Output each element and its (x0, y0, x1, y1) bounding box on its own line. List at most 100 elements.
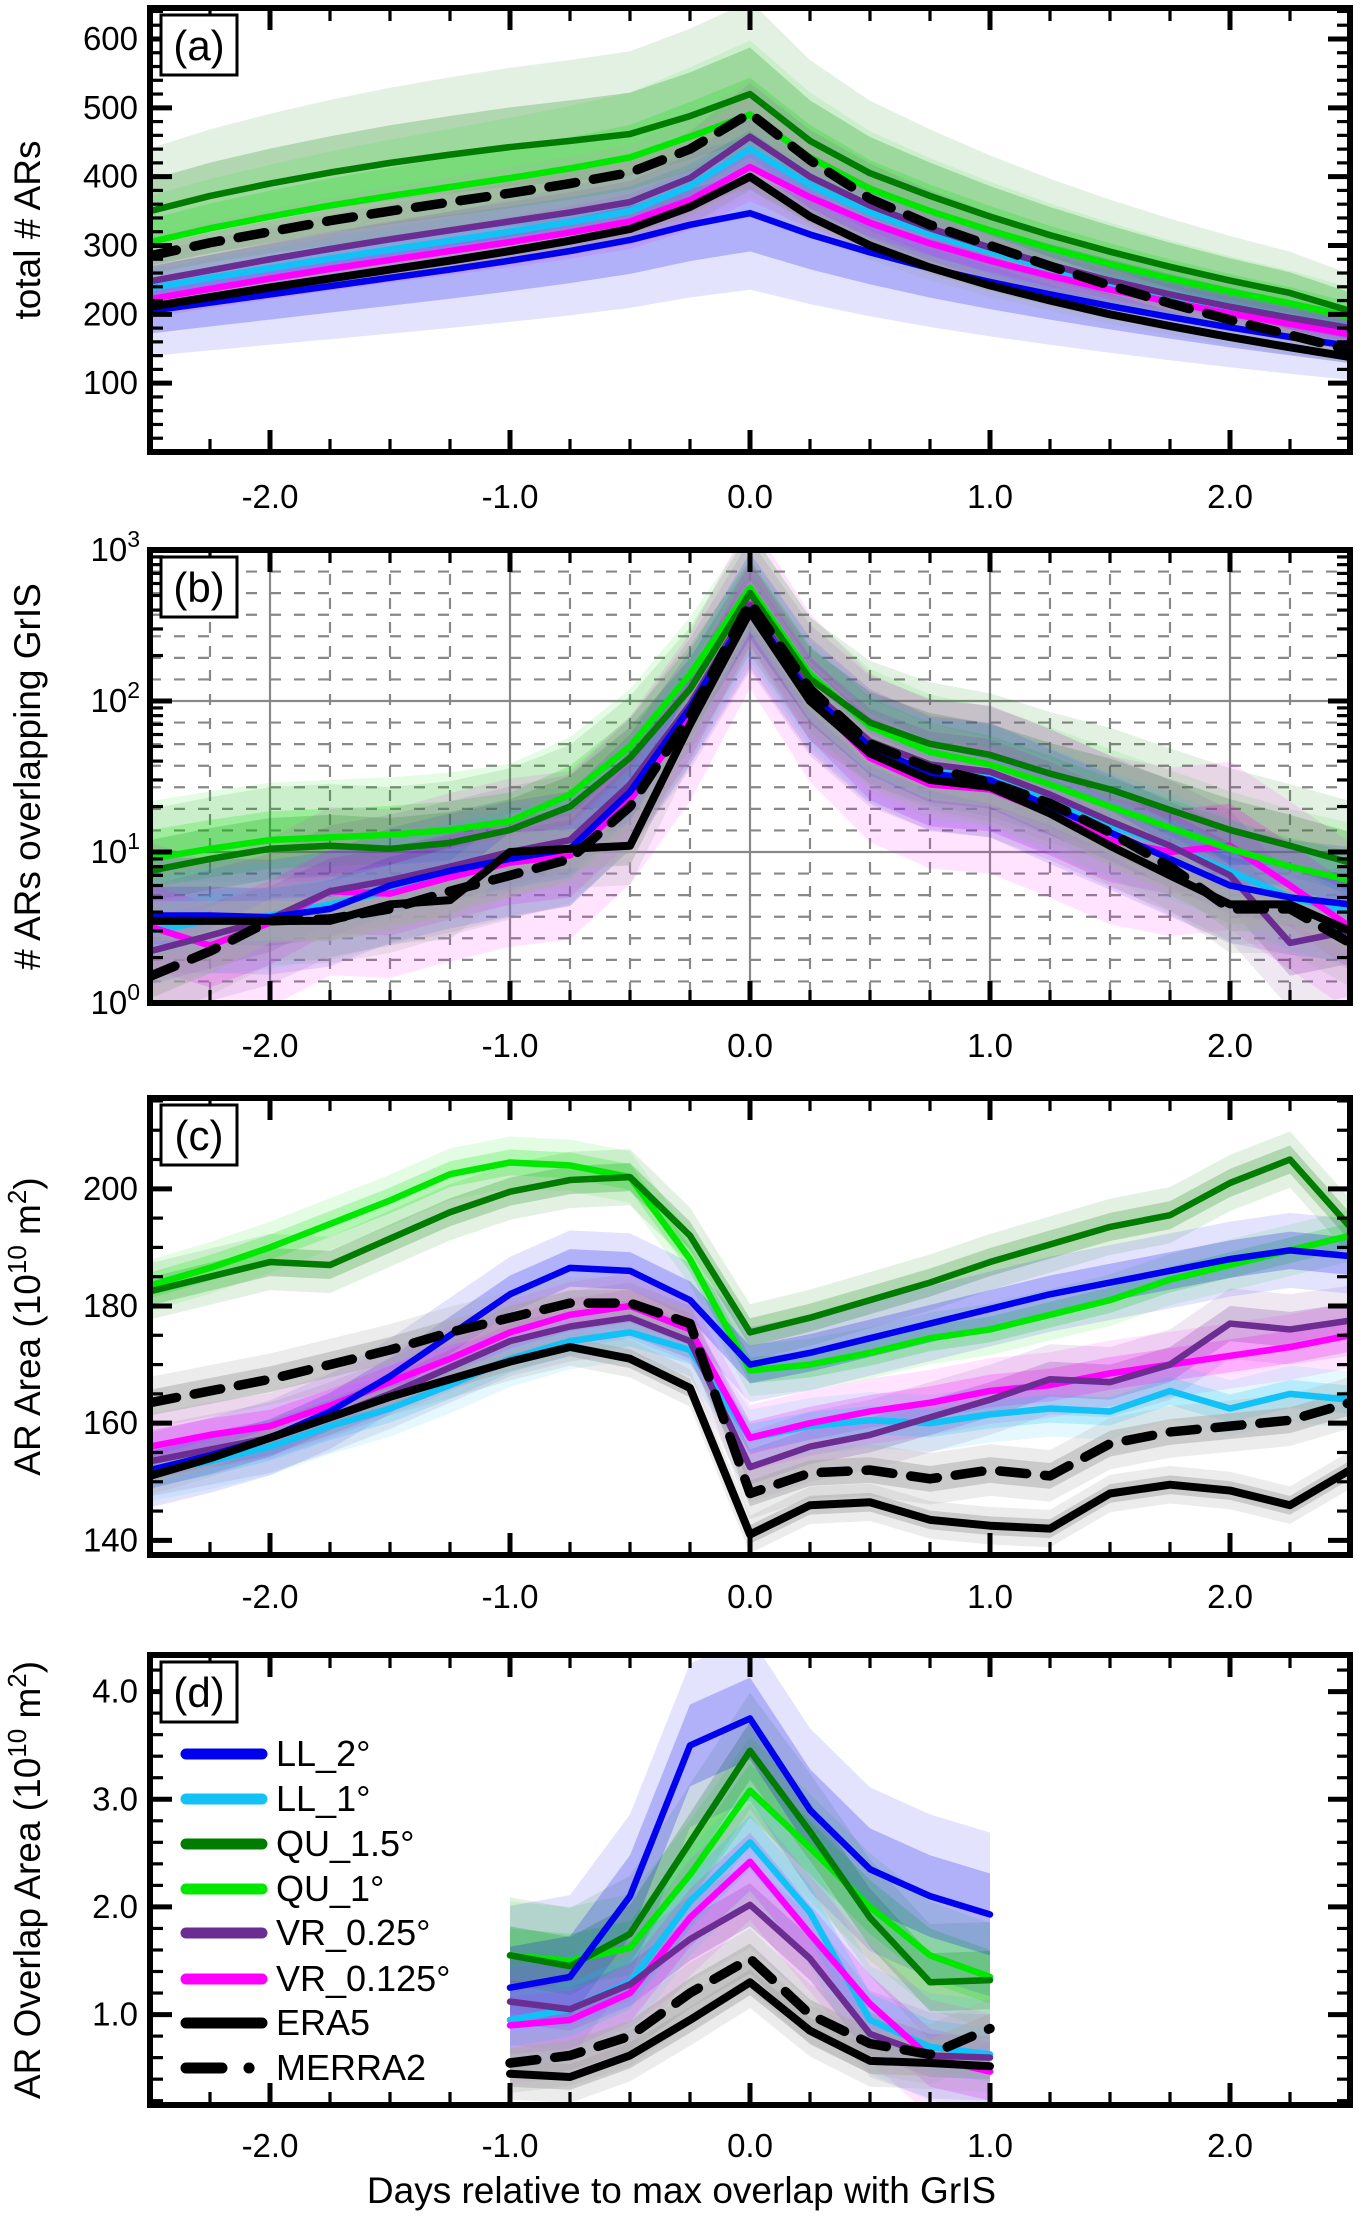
y-tick-label: 4.0 (92, 1673, 138, 1710)
series-QU_1.5-band (150, 1145, 1350, 1347)
y-tick-label: 180 (83, 1287, 138, 1324)
legend-item-MERRA2: MERRA2 (180, 2047, 426, 2088)
panel-border (147, 1652, 1353, 2108)
series-QU_1-band (150, 559, 1350, 909)
series-LL_2-line (150, 209, 1350, 350)
series-LL_2-band (150, 581, 1350, 946)
x-axis-title: Days relative to max overlap with GrIS (366, 2170, 997, 2211)
series-MERRA2-line (150, 1298, 1350, 1499)
lines (150, 90, 1350, 362)
panel-letter-box (159, 555, 239, 619)
panel-d: -2.0 -1.0 0.0 1.0 2.0 1.0 2.0 3.0 4.0 AR Overlap … (2, 1652, 1353, 2164)
panel-letter-box (159, 13, 239, 77)
x-tick-label: 1.0 (967, 478, 1013, 515)
series-QU_1-band (510, 1736, 990, 2031)
panel-border (147, 547, 1353, 1006)
series-QU_1.5-band (150, 550, 1350, 933)
y-tick-label: 3.0 (92, 1780, 138, 1817)
series-VR_0.25-line (150, 602, 1350, 955)
x-tick-label: 2.0 (1207, 2127, 1253, 2164)
x-tick-label: 1.0 (967, 2127, 1013, 2164)
legend-item-LL_1: LL_1° (180, 1778, 370, 1819)
legend: LL_2°LL_1°QU_1.5°QU_1°VR_0.25° VR_0.125°E… (180, 1733, 451, 2088)
legend-item-VR_0.25: VR_0.25° (180, 1912, 431, 1953)
panel-c: -2.0 -1.0 0.0 1.0 2.0 140 160 180 200 AR Area (10… (2, 1095, 1353, 1615)
series-MERRA2-line (505, 1953, 995, 2068)
series-QU_1-band (150, 1136, 1350, 1397)
series-MERRA2-band (150, 1290, 1350, 1507)
lines (150, 584, 1350, 982)
series-LL_1-band (150, 115, 1350, 344)
legend-item-VR_0.125: VR_0.125° (180, 1958, 451, 1999)
series-ERA5-line (506, 1978, 994, 2082)
series-ERA5-line (150, 172, 1350, 362)
x-tick-label: 0.0 (727, 478, 773, 515)
ticks (148, 1099, 1352, 1552)
series-QU_1.5-band (510, 1692, 990, 2041)
legend-item-LL_2: LL_2° (180, 1733, 370, 1774)
x-tick-label: 0.0 (727, 2127, 773, 2164)
series-MERRA2-line (150, 597, 1350, 982)
series-ERA5-band (510, 1956, 990, 2103)
x-tick-label: -2.0 (242, 1578, 299, 1615)
series-QU_1-line (150, 1159, 1350, 1374)
panel-letter-d: (d) (173, 1669, 224, 1716)
legend-label: VR_0.125° (276, 1958, 451, 1999)
y-tick-label: 103 (90, 526, 140, 568)
series-QU_1.5-line (150, 90, 1350, 315)
y-tick-label: 100 (90, 979, 140, 1021)
legend-label: LL_2° (276, 1733, 370, 1774)
panel-b: -2.0 -1.0 0.0 1.0 2.0 100 101 102 103 # ARs overl… (7, 526, 1353, 1064)
panel-border (147, 5, 1353, 455)
panel-a: -2.0 -1.0 0.0 1.0 2.0 100 200 300 400 500 600 total… (7, 5, 1353, 515)
y-tick-label: 100 (83, 364, 138, 401)
legend-label: QU_1.5° (276, 1823, 414, 1864)
y-axis-title-c: AR Area (1010 m2) (2, 1177, 48, 1475)
y-tick-label: 300 (83, 226, 138, 263)
x-tick-label: -2.0 (242, 478, 299, 515)
series-QU_1-band (150, 1149, 1350, 1384)
legend-label: LL_1° (276, 1778, 370, 1819)
series-VR_0.125-line (506, 1858, 994, 2075)
y-axis-title-d: AR Overlap Area (1010 m2) (2, 1661, 48, 2099)
x-tick-label: 0.0 (727, 1578, 773, 1615)
y-axis-title-b: # ARs overlapping GrIS (7, 583, 48, 970)
legend-label: MERRA2 (276, 2047, 426, 2088)
x-tick-label: -1.0 (482, 478, 539, 515)
series-QU_1-line (150, 111, 1350, 321)
legend-label: VR_0.25° (276, 1912, 431, 1953)
series-VR_0.25-line (150, 133, 1350, 332)
lines (150, 1156, 1350, 1539)
series-QU_1.5-band (150, 1131, 1350, 1361)
y-tick-label: 1.0 (92, 1996, 138, 2033)
x-tick-label: -1.0 (482, 1578, 539, 1615)
series-LL_2-band (150, 174, 1350, 363)
x-tick-label: 0.0 (727, 1027, 773, 1064)
y-tick-label: 101 (90, 828, 140, 870)
ticks (148, 1658, 1352, 2103)
legend-item-QU_1.5: QU_1.5° (180, 1823, 414, 1864)
panel-border (147, 1095, 1353, 1558)
legend-label: ERA5 (276, 2002, 370, 2043)
series-LL_2-band (150, 136, 1350, 380)
x-tick-label: -1.0 (482, 2127, 539, 2164)
x-tick-label: 1.0 (967, 1578, 1013, 1615)
series-QU_1.5-band (150, 562, 1350, 902)
x-tick-label: -2.0 (242, 2127, 299, 2164)
panel-letter-c: (c) (175, 1112, 224, 1159)
x-tick-label: 1.0 (967, 1027, 1013, 1064)
legend-label: QU_1° (276, 1868, 384, 1909)
series-VR_0.25-band (150, 83, 1350, 350)
series-LL_1-band (150, 580, 1350, 958)
y-tick-label: 102 (90, 677, 140, 719)
y-tick-label: 200 (83, 295, 138, 332)
y-axis-title-a: total # ARs (7, 141, 48, 320)
legend-item-ERA5: ERA5 (180, 2002, 370, 2043)
series-LL_2-line (150, 1247, 1350, 1474)
series-QU_1-line (150, 584, 1350, 884)
series-QU_1.5-band (510, 1721, 990, 2012)
ticks (148, 553, 1352, 1000)
y-tick-label: 600 (83, 20, 138, 57)
